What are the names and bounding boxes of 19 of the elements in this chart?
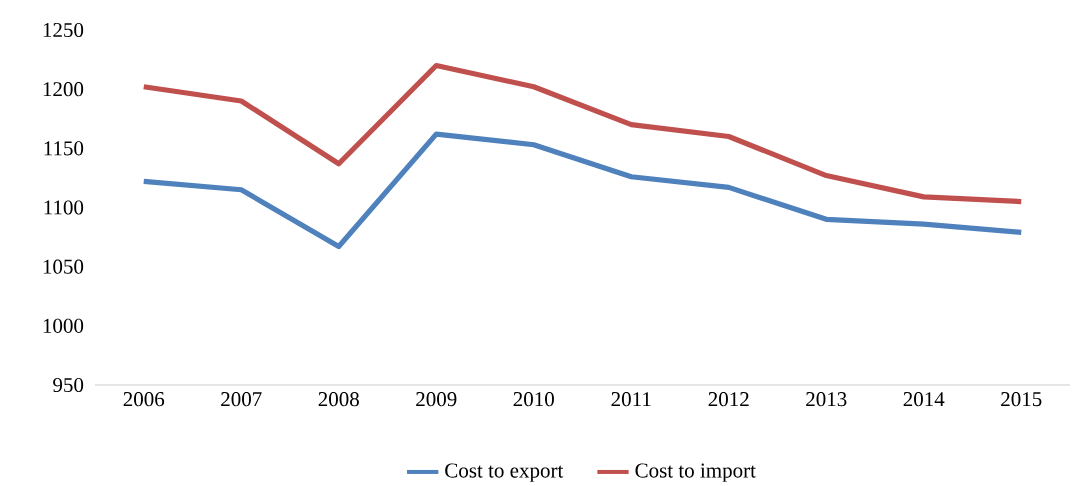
x-tick-label: 2010 [513, 392, 554, 407]
x-tick-label: 2008 [318, 392, 359, 407]
x-tick-label: 2009 [416, 392, 457, 407]
y-tick-label: 1000 [43, 318, 84, 333]
x-tick-label: 2012 [708, 392, 749, 407]
y-tick-label: 1200 [43, 82, 84, 97]
x-tick-label: 2007 [221, 392, 262, 407]
x-tick-label: 2015 [1001, 392, 1042, 407]
y-tick-label: 1050 [43, 259, 84, 274]
y-tick-label: 1250 [43, 22, 84, 38]
x-tick-label: 2014 [903, 392, 945, 407]
legend-label: Cost to import [635, 463, 756, 482]
y-tick-label: 950 [53, 377, 84, 393]
x-tick-label: 2011 [611, 392, 651, 407]
y-tick-label: 1150 [44, 141, 84, 156]
legend-label: Cost to export [445, 463, 564, 482]
x-tick-label: 2006 [123, 392, 165, 407]
y-tick-label: 1100 [44, 200, 84, 215]
x-tick-label: 2013 [806, 392, 847, 407]
